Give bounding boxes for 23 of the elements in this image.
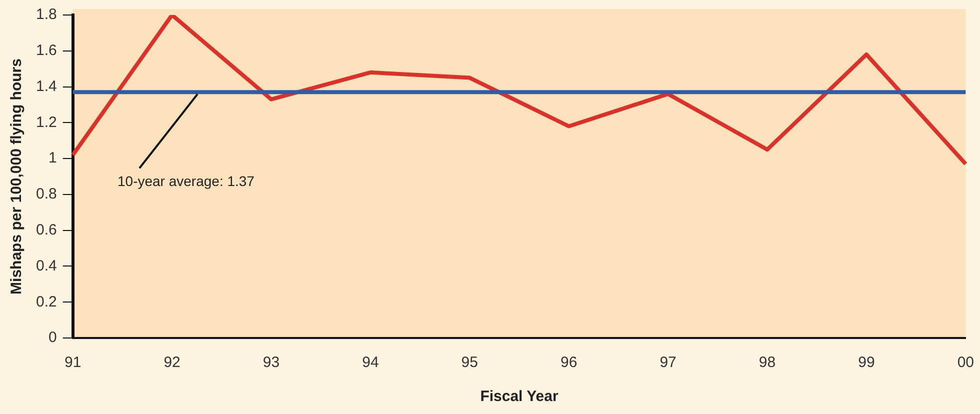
- y-axis-title: Mishaps per 100,000 flying hours: [8, 58, 26, 294]
- x-tick-label: 92: [164, 354, 180, 372]
- y-tick-label: 0.4: [36, 257, 57, 274]
- x-tick-label: 91: [64, 354, 82, 372]
- x-tick-label: 00: [957, 354, 974, 372]
- y-tick-label: 1.4: [36, 78, 57, 95]
- y-tick-label: 0.2: [36, 293, 57, 310]
- x-tick-label: 96: [560, 354, 578, 372]
- x-tick-label: 97: [660, 354, 676, 372]
- x-tick-label: 95: [461, 354, 478, 372]
- x-tick-label: 98: [758, 354, 776, 372]
- ref-line-label: 10-year average: 1.37: [117, 173, 255, 190]
- x-axis-title: Fiscal Year: [480, 388, 558, 406]
- y-tick-label: 1: [48, 150, 57, 167]
- y-tick-label: 1.2: [36, 114, 57, 131]
- x-tick-label: 94: [362, 354, 379, 372]
- y-tick-label: 0.6: [36, 221, 57, 238]
- y-tick-label: 0.8: [36, 186, 57, 203]
- y-tick-label: 0: [48, 329, 57, 346]
- x-tick-label: 99: [858, 354, 875, 372]
- y-tick-label: 1.8: [36, 6, 57, 24]
- x-tick-label: 93: [262, 354, 280, 372]
- y-tick-label: 1.6: [36, 42, 57, 60]
